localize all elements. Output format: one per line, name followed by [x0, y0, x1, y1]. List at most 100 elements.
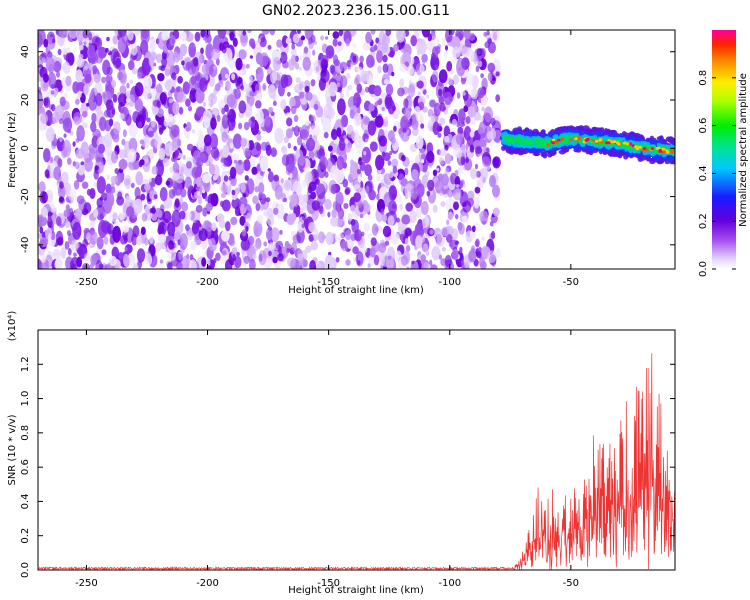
noise-blob	[289, 173, 293, 179]
signal-blob	[549, 133, 554, 138]
noise-blob	[244, 266, 248, 269]
noise-blob	[259, 156, 268, 172]
noise-blob	[151, 119, 156, 128]
noise-blob	[298, 156, 305, 166]
noise-blob	[260, 141, 268, 151]
noise-blob	[268, 106, 274, 114]
noise-blob	[250, 158, 256, 168]
noise-blob	[174, 149, 179, 158]
noise-blob	[257, 38, 261, 43]
noise-blob	[419, 65, 425, 73]
noise-blob	[197, 134, 206, 151]
noise-blob	[313, 103, 319, 111]
noise-blob	[347, 126, 353, 135]
noise-blob	[480, 73, 484, 79]
noise-blob	[148, 176, 152, 183]
noise-blob	[247, 140, 255, 151]
noise-blob	[250, 116, 256, 122]
noise-blob	[145, 253, 153, 266]
noise-blob	[451, 36, 461, 50]
noise-blob	[113, 121, 121, 136]
noise-blob	[451, 248, 459, 261]
noise-blob	[181, 60, 185, 66]
noise-blob	[235, 52, 239, 57]
noise-blob	[191, 222, 200, 235]
noise-blob	[86, 102, 90, 107]
noise-blob	[177, 76, 183, 84]
noise-blob	[154, 136, 163, 150]
signal-peak	[552, 138, 556, 142]
noise-blob	[89, 219, 96, 228]
noise-blob	[171, 124, 175, 131]
y-tick-label: 0	[20, 145, 31, 151]
noise-blob	[407, 65, 414, 76]
noise-blob	[110, 186, 116, 194]
noise-blob	[234, 30, 240, 37]
noise-blob	[393, 125, 397, 132]
noise-blob	[135, 171, 143, 186]
signal-peak	[591, 139, 595, 143]
noise-blob	[101, 76, 107, 84]
signal-blob	[542, 139, 547, 144]
noise-blob	[172, 101, 180, 115]
signal-blob	[522, 141, 527, 145]
noise-blob	[286, 117, 293, 127]
noise-blob	[399, 63, 407, 73]
noise-blob	[409, 143, 418, 153]
noise-blob	[159, 259, 164, 264]
colorbar-ticks: 0.00.20.40.60.8	[698, 70, 736, 277]
noise-blob	[144, 183, 151, 191]
noise-blob	[421, 174, 429, 188]
noise-blob	[423, 261, 429, 269]
noise-blob	[274, 127, 284, 144]
noise-blob	[47, 72, 57, 89]
noise-blob	[142, 85, 152, 100]
noise-blob	[483, 31, 488, 37]
noise-blob	[90, 121, 97, 133]
signal-blob	[569, 136, 573, 139]
noise-blob	[246, 30, 252, 34]
signal-peak	[594, 139, 599, 143]
noise-blob	[94, 82, 103, 98]
noise-blob	[422, 144, 426, 150]
spectrogram-signal	[499, 125, 675, 165]
noise-blob	[272, 256, 278, 264]
noise-blob	[135, 235, 143, 246]
noise-blob	[290, 48, 297, 57]
noise-blob	[212, 65, 217, 70]
noise-blob	[186, 253, 190, 260]
noise-blob	[391, 71, 395, 77]
noise-blob	[325, 36, 329, 40]
noise-blob	[461, 215, 468, 224]
noise-blob	[68, 188, 77, 202]
noise-blob	[490, 117, 496, 126]
noise-blob	[375, 37, 380, 44]
noise-blob	[125, 195, 131, 207]
noise-blob	[179, 197, 184, 205]
noise-blob	[156, 100, 161, 108]
noise-blob	[301, 223, 305, 229]
noise-blob	[238, 49, 247, 60]
noise-blob	[270, 227, 280, 243]
noise-blob	[78, 45, 84, 51]
noise-blob	[385, 30, 392, 37]
noise-blob	[342, 216, 348, 222]
noise-blob	[244, 147, 250, 159]
noise-blob	[158, 233, 167, 244]
noise-blob	[81, 110, 88, 118]
noise-blob	[167, 262, 173, 269]
noise-blob	[43, 38, 49, 48]
noise-blob	[126, 206, 135, 217]
noise-blob	[98, 46, 107, 59]
noise-blob	[300, 35, 306, 41]
noise-blob	[182, 81, 190, 95]
noise-blob	[283, 136, 289, 144]
noise-blob	[331, 209, 337, 218]
noise-blob	[56, 71, 60, 78]
signal-blob	[549, 143, 553, 147]
signal-peak	[569, 138, 573, 142]
noise-blob	[112, 212, 118, 221]
noise-blob	[294, 62, 300, 70]
noise-blob	[193, 56, 199, 67]
